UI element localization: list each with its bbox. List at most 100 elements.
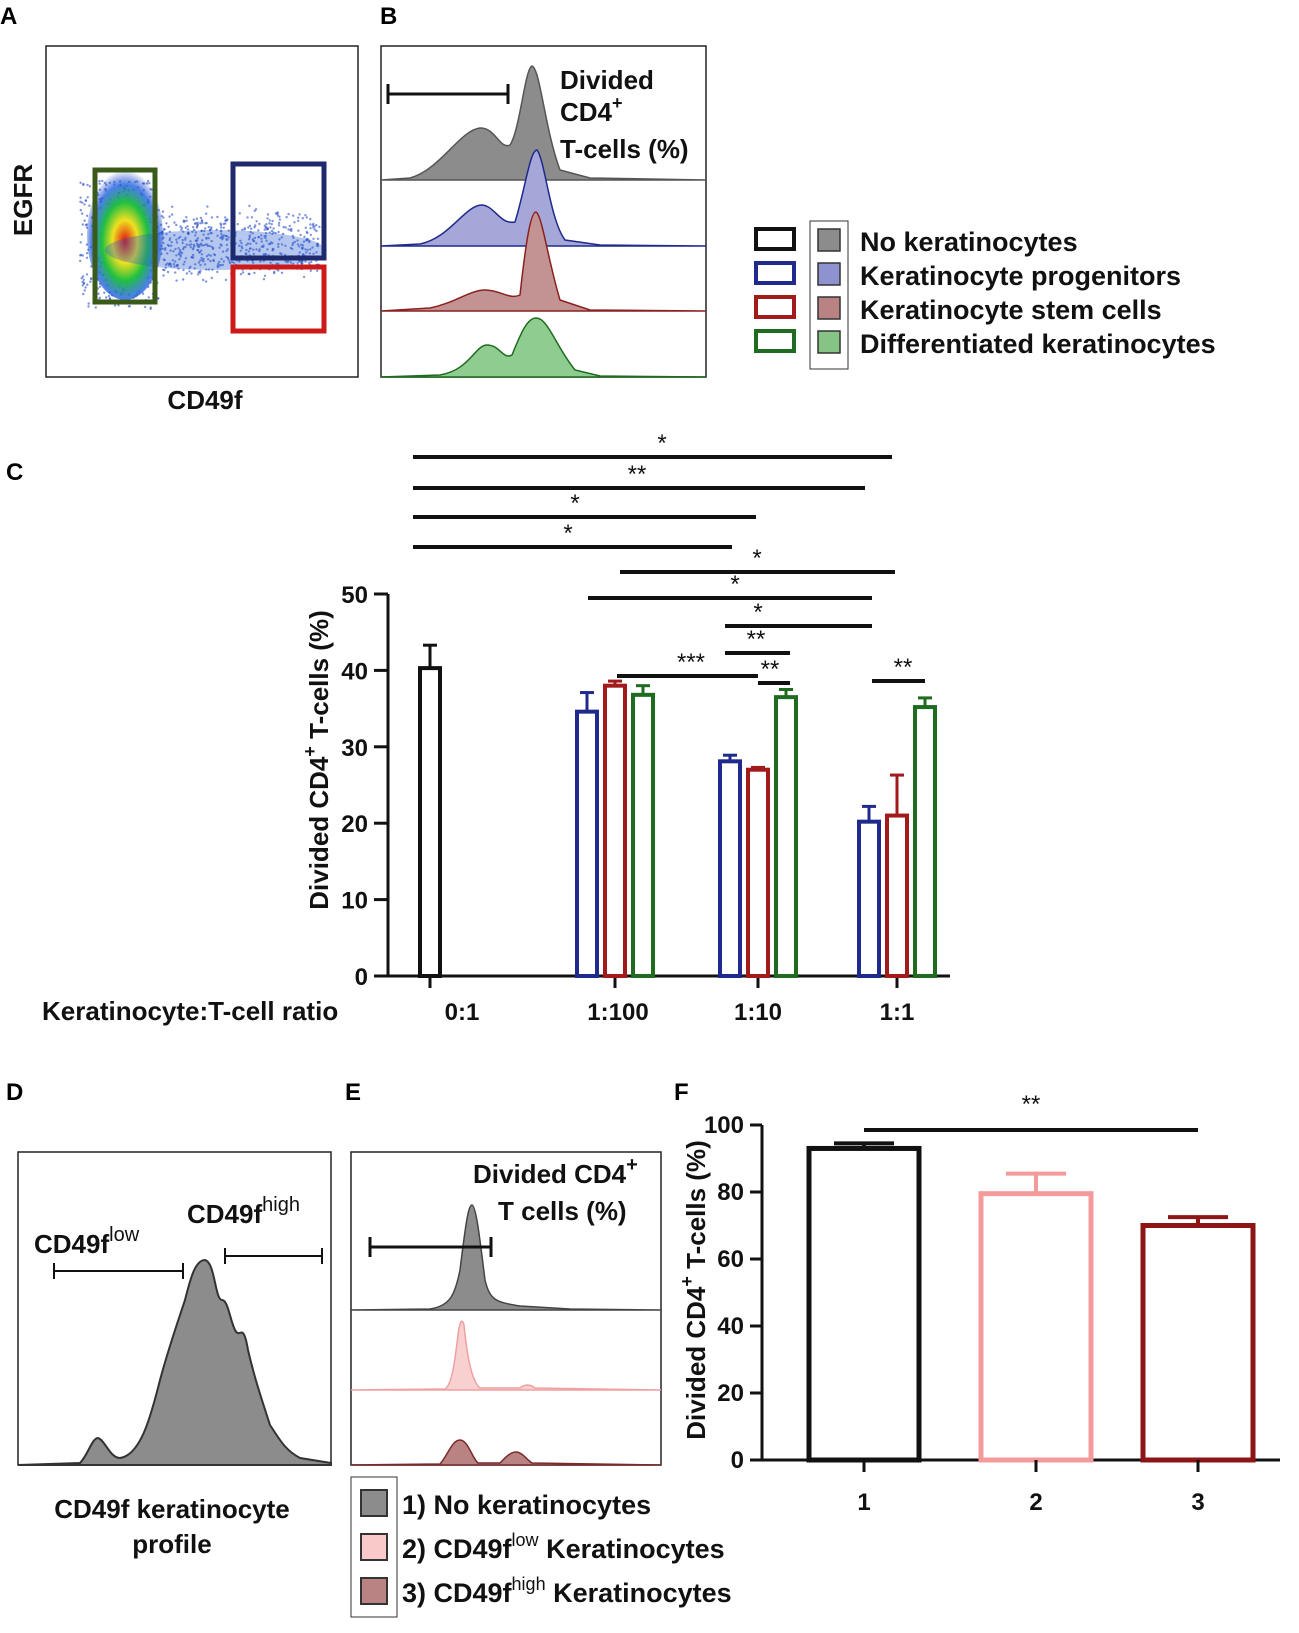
scatter-dot	[225, 234, 228, 238]
scatter-dot	[179, 250, 182, 254]
bar	[746, 767, 770, 978]
hist-no-keratinocytes	[380, 65, 707, 181]
scatter-dot	[248, 224, 252, 228]
scatter-dot	[200, 229, 203, 233]
gate-progenitors	[230, 161, 327, 261]
scatter-dot	[243, 227, 247, 230]
scatter-dot	[222, 226, 225, 229]
scatter-dot	[260, 240, 263, 243]
scatter-dot	[186, 228, 190, 231]
scatter-dot	[315, 242, 319, 245]
scatter-dot	[246, 216, 249, 219]
scatter-dot	[194, 239, 198, 242]
gate-differentiated	[92, 167, 158, 305]
scatter-dot	[207, 237, 210, 240]
scatter-dot	[207, 225, 210, 229]
scatter-dot	[205, 268, 208, 271]
scatter-dot	[206, 205, 209, 208]
scatter-dot	[224, 222, 227, 225]
scatter-dot	[241, 271, 245, 274]
scatter-dot	[177, 247, 180, 250]
scatter-dot	[308, 252, 311, 255]
scatter-dot	[86, 183, 89, 187]
scatter-dot	[98, 179, 101, 183]
scatter-dot	[279, 252, 282, 255]
scatter-dot	[305, 239, 308, 242]
scatter-dot	[315, 251, 318, 254]
scatter-dot	[280, 236, 283, 239]
scatter-dot	[181, 238, 184, 242]
scatter-dot	[146, 179, 150, 183]
scatter-dot	[188, 270, 191, 273]
panel-a-frame	[45, 45, 359, 378]
scatter-dot	[222, 236, 225, 239]
scatter-dot	[79, 259, 82, 263]
scatter-dot	[276, 211, 279, 214]
legend-label: No keratinocytes	[860, 227, 1078, 257]
panel-a-density-tail	[105, 230, 325, 270]
scatter-dot	[199, 222, 202, 225]
scatter-dot	[219, 236, 222, 239]
scatter-dot	[79, 200, 82, 203]
scatter-dot	[216, 234, 219, 237]
scatter-dot	[246, 242, 250, 245]
scatter-dot	[268, 219, 271, 222]
scatter-dot	[267, 242, 271, 245]
scatter-dot	[175, 254, 178, 257]
scatter-dot	[200, 256, 203, 260]
scatter-dot	[192, 256, 195, 259]
scatter-dot	[192, 218, 195, 221]
scatter-dot	[232, 261, 236, 264]
scatter-dot	[220, 257, 223, 261]
scatter-dot	[81, 212, 84, 215]
scatter-dot	[262, 253, 265, 256]
scatter-dot	[255, 220, 258, 223]
scatter-dot	[201, 221, 204, 225]
scatter-dot	[177, 267, 180, 270]
scatter-dot	[271, 232, 274, 236]
scatter-dot	[198, 243, 201, 247]
scatter-dot	[81, 201, 84, 204]
scatter-dot	[309, 223, 312, 226]
panel-a-density-core	[87, 170, 163, 300]
scatter-dot	[270, 223, 273, 226]
scatter-dot	[194, 263, 197, 266]
x-tick-label: 1:10	[734, 999, 782, 1026]
scatter-dot	[207, 253, 210, 256]
scatter-dot	[225, 249, 228, 253]
scatter-dot	[79, 241, 82, 244]
scatter-dot	[266, 248, 269, 251]
scatter-dot	[280, 271, 284, 274]
scatter-dot	[85, 252, 89, 255]
scatter-dot	[98, 182, 101, 185]
scatter-dot	[220, 232, 223, 236]
scatter-dot	[192, 246, 195, 250]
scatter-dot	[127, 305, 131, 308]
scatter-dot	[173, 234, 176, 237]
scatter-dot	[247, 226, 250, 229]
scatter-dot	[252, 240, 256, 243]
scatter-dot	[224, 216, 227, 219]
scatter-dot	[238, 244, 241, 247]
significance-label: *	[753, 599, 762, 626]
scatter-dot	[249, 230, 252, 234]
scatter-dot	[212, 246, 215, 250]
scatter-dot	[291, 241, 295, 245]
x-tick-label: 1:1	[880, 999, 915, 1026]
gate-stem-cells	[230, 264, 327, 334]
legend-bottom-label: 2) CD49flow Keratinocytes	[402, 1530, 725, 1564]
scatter-dot	[207, 233, 210, 236]
scatter-dot	[182, 246, 185, 249]
scatter-dot	[182, 278, 185, 281]
legend-outline-swatch	[754, 261, 796, 285]
scatter-dot	[174, 271, 177, 274]
scatter-dot	[270, 229, 274, 233]
scatter-dot	[192, 226, 195, 229]
scatter-dot	[196, 237, 199, 240]
scatter-dot	[107, 294, 111, 298]
scatter-dot	[311, 246, 314, 249]
scatter-dot	[208, 244, 211, 248]
scatter-dot	[80, 276, 83, 280]
scatter-dot	[227, 236, 230, 239]
scatter-dot	[199, 216, 203, 220]
